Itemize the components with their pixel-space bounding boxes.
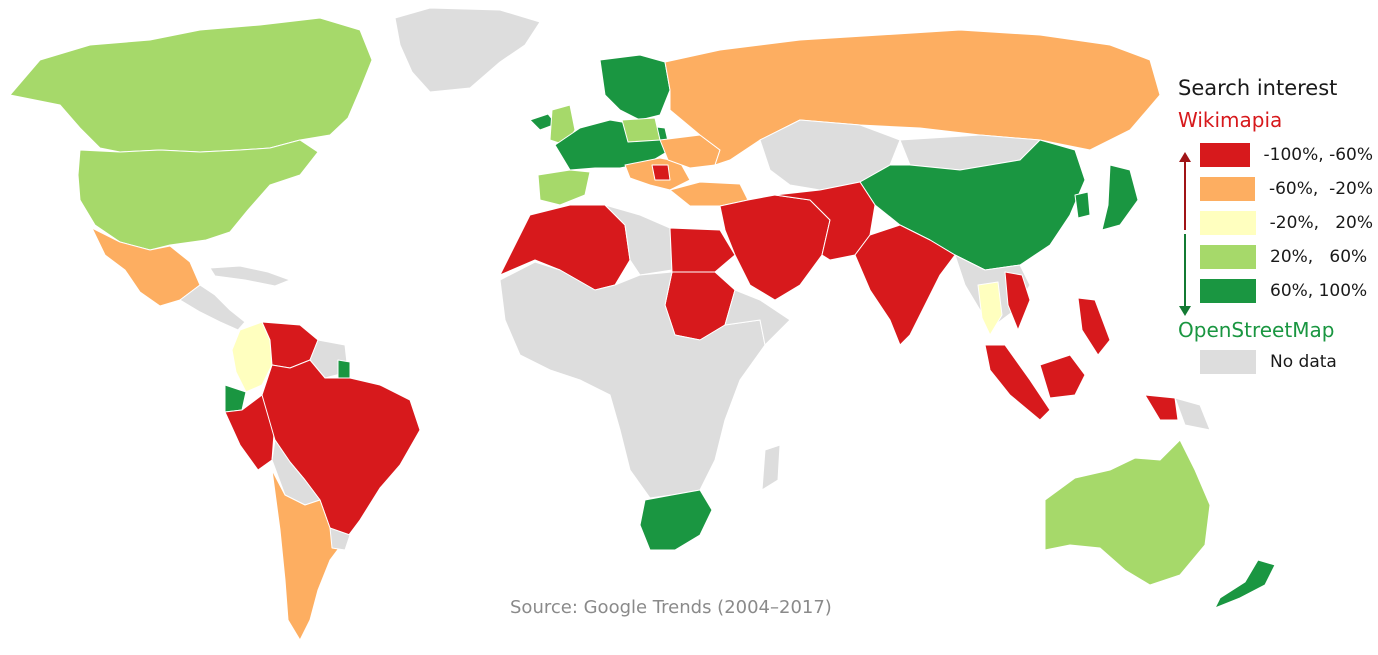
legend-bin-4: 20%, 60% <box>1178 240 1373 274</box>
legend-no-data-label: No data <box>1270 352 1337 372</box>
legend-bin-label: 60%, 100% <box>1270 281 1368 301</box>
region-central-america <box>179 284 246 331</box>
legend-swatch <box>1200 279 1256 303</box>
region-peru <box>224 394 276 471</box>
region-south-africa <box>639 489 713 551</box>
region-canada <box>9 17 373 153</box>
legend-swatch <box>1200 245 1256 269</box>
region-new-zealand <box>1214 559 1276 609</box>
arrow-down-icon <box>1179 306 1191 316</box>
region-serbia <box>651 164 671 181</box>
region-philippines <box>1077 297 1111 356</box>
legend-swatch <box>1200 211 1256 235</box>
legend-swatch <box>1200 143 1250 167</box>
region-korea <box>1074 191 1091 219</box>
region-australia <box>1044 439 1211 586</box>
region-uruguay <box>329 527 351 551</box>
region-greenland <box>394 7 541 93</box>
region-iberia <box>537 169 591 206</box>
legend-bin-label: -60%, -20% <box>1268 179 1373 199</box>
legend-bin-2: -60%, -20% <box>1178 172 1373 206</box>
region-central-africa <box>499 261 766 499</box>
region-argentina-chile <box>271 469 346 641</box>
region-horn-of-africa <box>724 289 791 346</box>
region-indonesia-west <box>984 344 1051 421</box>
legend-openstreetmap-label: OpenStreetMap <box>1178 318 1335 342</box>
region-middle-east <box>719 194 831 301</box>
legend-no-data: No data <box>1178 350 1373 374</box>
region-libya <box>604 204 673 276</box>
region-usa <box>77 139 319 251</box>
region-new-guinea <box>1144 394 1179 421</box>
region-ecuador <box>224 384 247 413</box>
region-borneo <box>1039 354 1086 399</box>
legend-bin-label: -100%, -60% <box>1263 145 1373 165</box>
legend-wikimapia-label: Wikimapia <box>1178 108 1283 132</box>
region-caribbean <box>209 265 291 287</box>
legend-title: Search interest <box>1178 76 1338 100</box>
arrow-up-icon <box>1179 152 1191 162</box>
legend-direction-arrows <box>1179 152 1191 316</box>
region-french-guiana <box>337 359 351 379</box>
region-vietnam <box>1004 271 1031 331</box>
legend-swatch <box>1200 350 1256 374</box>
legend-bin-5: 60%, 100% <box>1178 274 1373 308</box>
region-madagascar <box>761 444 781 491</box>
region-poland <box>621 117 661 143</box>
legend-bin-3: -20%, 20% <box>1178 206 1373 240</box>
legend-bin-label: 20%, 60% <box>1270 247 1368 267</box>
region-japan <box>1101 164 1139 231</box>
legend-bin-1: -100%, -60% <box>1178 138 1373 172</box>
region-thailand <box>977 281 1003 336</box>
region-png <box>1174 397 1211 431</box>
region-scandinavia <box>599 54 671 121</box>
legend-bin-label: -20%, 20% <box>1269 213 1373 233</box>
region-india <box>854 224 956 346</box>
legend-swatch <box>1200 177 1255 201</box>
region-egypt <box>669 227 736 273</box>
source-caption: Source: Google Trends (2004–2017) <box>510 597 832 618</box>
legend: Search interest Wikimapia -100%, -60% -6… <box>1178 76 1373 374</box>
